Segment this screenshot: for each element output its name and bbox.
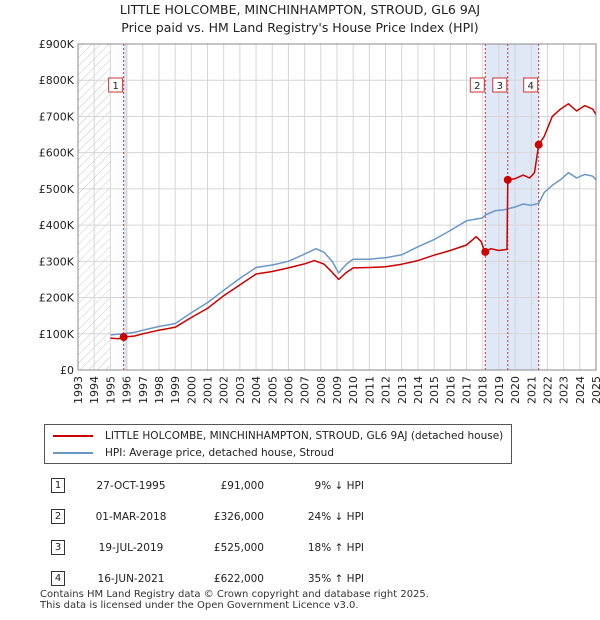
plot-frame bbox=[77, 43, 597, 371]
sale-hpi-diff: 24% ↓ HPI bbox=[307, 510, 364, 523]
sale-price: £326,000 bbox=[213, 510, 264, 523]
x-tick-label: 2015 bbox=[428, 376, 441, 404]
x-tick-label: 2003 bbox=[234, 376, 247, 404]
chart-title: LITTLE HOLCOMBE, MINCHINHAMPTON, STROUD,… bbox=[119, 2, 481, 17]
legend-swatch-hpi bbox=[53, 452, 93, 454]
table-row: 2 01-MAR-2018 £326,000 24% ↓ HPI bbox=[40, 501, 364, 532]
sales-table: 1 27-OCT-1995 £91,000 9% ↓ HPI 2 01-MAR-… bbox=[40, 470, 364, 594]
table-row: 4 16-JUN-2021 £622,000 35% ↑ HPI bbox=[40, 563, 364, 594]
x-tick-label: 2024 bbox=[574, 376, 587, 404]
x-tick-label: 2005 bbox=[266, 376, 279, 404]
sale-label-1: 1 bbox=[112, 81, 118, 92]
footer-copyright: Contains HM Land Registry data © Crown c… bbox=[40, 589, 429, 600]
legend-item-hpi: HPI: Average price, detached house, Stro… bbox=[53, 445, 334, 461]
y-tick-label: £900K bbox=[39, 38, 75, 51]
x-tick-label: 2012 bbox=[380, 376, 393, 404]
sale-number-badge: 3 bbox=[51, 540, 65, 555]
y-tick-label: £200K bbox=[39, 292, 75, 305]
chart-subtitle: Price paid vs. HM Land Registry's House … bbox=[121, 20, 479, 35]
x-tick-label: 2009 bbox=[331, 376, 344, 404]
x-tick-label: 2018 bbox=[477, 376, 490, 404]
sale-hpi-diff: 9% ↓ HPI bbox=[314, 479, 364, 492]
table-row: 3 19-JUL-2019 £525,000 18% ↑ HPI bbox=[40, 532, 364, 563]
sale-price: £525,000 bbox=[213, 541, 264, 554]
chart-legend: LITTLE HOLCOMBE, MINCHINHAMPTON, STROUD,… bbox=[44, 424, 512, 464]
x-tick-label: 2001 bbox=[202, 376, 215, 404]
price-chart: 1 2 3 4 £0 £100K £200K £300K £400K £500K £600K £70… bbox=[39, 38, 600, 404]
sale-number-badge: 4 bbox=[51, 571, 65, 586]
x-tick-label: 1994 bbox=[88, 376, 101, 404]
x-tick-label: 1995 bbox=[104, 376, 117, 404]
sale-price: £622,000 bbox=[213, 572, 264, 585]
x-tick-label: 2016 bbox=[444, 376, 457, 404]
legend-label-hpi: HPI: Average price, detached house, Stro… bbox=[105, 447, 334, 459]
sale-label-3: 3 bbox=[497, 81, 503, 92]
sale-date: 01-MAR-2018 bbox=[95, 510, 167, 523]
legend-swatch-property bbox=[53, 435, 93, 437]
sale-date: 16-JUN-2021 bbox=[97, 572, 165, 585]
sale-label-box-1 bbox=[108, 77, 124, 93]
shaded-period bbox=[123, 44, 128, 370]
x-tick-label: 2019 bbox=[493, 376, 506, 404]
legend-label-property: LITTLE HOLCOMBE, MINCHINHAMPTON, STROUD,… bbox=[105, 430, 504, 442]
x-tick-label: 2020 bbox=[509, 376, 522, 404]
sale-price: £91,000 bbox=[220, 479, 264, 492]
y-tick-label: £0 bbox=[60, 364, 74, 377]
x-tick-label: 2000 bbox=[185, 376, 198, 404]
sale-point-4 bbox=[534, 140, 543, 149]
x-tick-label: 2007 bbox=[299, 376, 312, 404]
x-tick-label: 1997 bbox=[137, 376, 150, 404]
y-tick-label: £800K bbox=[39, 74, 75, 87]
x-tick-label: 2023 bbox=[558, 376, 571, 404]
x-tick-label: 2004 bbox=[250, 376, 263, 404]
sale-hpi-diff: 35% ↑ HPI bbox=[307, 572, 364, 585]
sale-number-badge: 2 bbox=[51, 509, 65, 524]
x-tick-label: 2025 bbox=[590, 376, 600, 404]
shaded-period bbox=[485, 44, 508, 370]
sale-point-1 bbox=[119, 333, 128, 342]
sale-point-2 bbox=[481, 247, 490, 256]
x-tick-label: 1999 bbox=[169, 376, 182, 404]
x-tick-label: 2021 bbox=[525, 376, 538, 404]
sale-label-2: 2 bbox=[474, 81, 480, 92]
x-tick-label: 2011 bbox=[363, 376, 376, 404]
sale-date: 19-JUL-2019 bbox=[98, 541, 164, 554]
y-tick-label: £100K bbox=[39, 328, 75, 341]
x-tick-label: 2002 bbox=[218, 376, 231, 404]
footer-licence: This data is licensed under the Open Gov… bbox=[40, 600, 359, 611]
sale-number-badge: 1 bbox=[51, 478, 65, 493]
y-tick-label: £300K bbox=[39, 255, 75, 268]
y-tick-label: £400K bbox=[39, 219, 75, 232]
x-tick-label: 2014 bbox=[412, 376, 425, 404]
legend-item-property: LITTLE HOLCOMBE, MINCHINHAMPTON, STROUD,… bbox=[53, 428, 503, 444]
table-row: 1 27-OCT-1995 £91,000 9% ↓ HPI bbox=[40, 470, 364, 501]
x-tick-label: 1996 bbox=[121, 376, 134, 404]
y-tick-label: £500K bbox=[39, 183, 75, 196]
x-tick-label: 1993 bbox=[72, 376, 85, 404]
x-tick-label: 2008 bbox=[315, 376, 328, 404]
attribution-footer: Contains HM Land Registry data © Crown c… bbox=[40, 589, 429, 611]
hpi-series-line bbox=[110, 171, 597, 336]
sale-hpi-diff: 18% ↑ HPI bbox=[307, 541, 364, 554]
sale-label-4: 4 bbox=[528, 81, 534, 92]
x-tick-label: 1998 bbox=[153, 376, 166, 404]
x-tick-label: 2022 bbox=[541, 376, 554, 404]
x-tick-label: 2013 bbox=[396, 376, 409, 404]
x-tick-label: 2006 bbox=[282, 376, 295, 404]
sale-point-3 bbox=[503, 175, 512, 184]
sale-date: 27-OCT-1995 bbox=[96, 479, 166, 492]
y-tick-label: £700K bbox=[39, 110, 75, 123]
sale-label-box-4 bbox=[523, 77, 539, 93]
sale-label-box-3 bbox=[492, 77, 508, 93]
y-tick-label: £600K bbox=[39, 147, 75, 160]
sale-label-box-2 bbox=[469, 77, 485, 93]
x-tick-label: 2017 bbox=[461, 376, 474, 404]
x-tick-label: 2010 bbox=[347, 376, 360, 404]
